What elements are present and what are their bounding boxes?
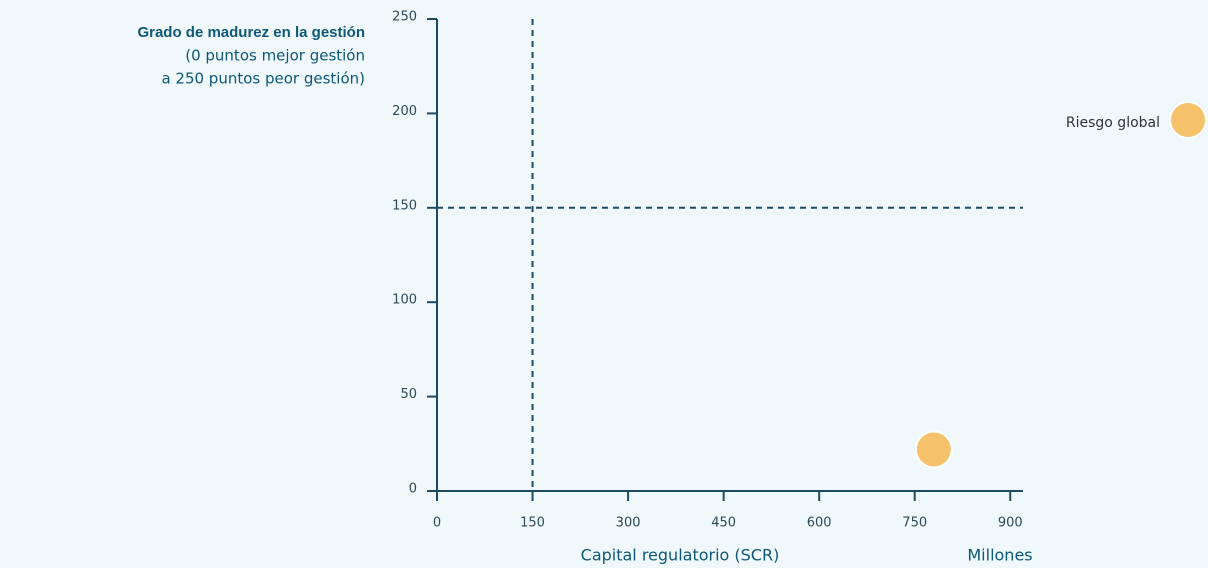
x-axis-title: Capital regulatorio (SCR)	[581, 546, 780, 565]
x-tick-label: 600	[807, 516, 832, 531]
point	[914, 430, 953, 469]
legend-label: Riesgo global	[1066, 115, 1160, 131]
legend-marker	[1169, 101, 1207, 139]
x-tick-label: 900	[998, 516, 1023, 531]
x-tick-label: 0	[433, 516, 441, 531]
chart-subtitle: a 250 puntos peor gestión)	[161, 70, 365, 88]
x-tick-label: 150	[520, 516, 545, 531]
chart-title: Grado de madurez en la gestión	[137, 24, 365, 41]
y-tick-label: 200	[392, 104, 417, 119]
x-tick-label: 300	[616, 516, 641, 531]
y-tick-label: 250	[392, 10, 417, 25]
x-tick-label: 450	[711, 516, 736, 531]
y-tick-label: 0	[409, 482, 417, 497]
y-tick-label: 50	[400, 387, 417, 402]
x-axis-unit: Millones	[967, 546, 1032, 565]
chart-subtitle: (0 puntos mejor gestión	[185, 47, 365, 65]
y-tick-label: 150	[392, 198, 417, 213]
y-tick-label: 100	[392, 293, 417, 308]
x-tick-label: 750	[902, 516, 927, 531]
